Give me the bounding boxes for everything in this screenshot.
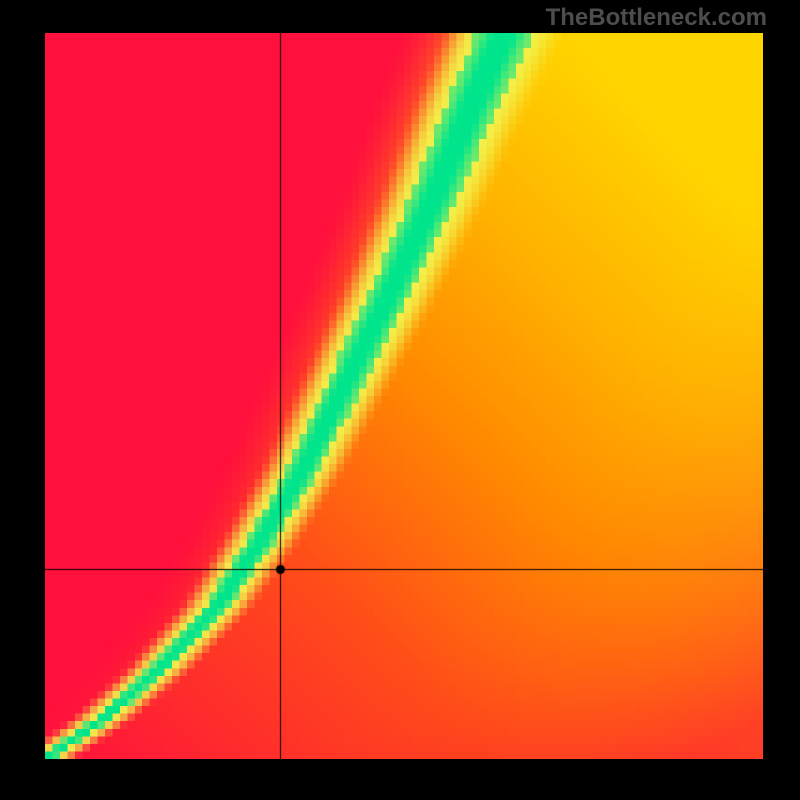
watermark-text: TheBottleneck.com (546, 4, 767, 32)
bottleneck-heatmap (45, 33, 763, 759)
chart-container: TheBottleneck.com (0, 0, 800, 800)
